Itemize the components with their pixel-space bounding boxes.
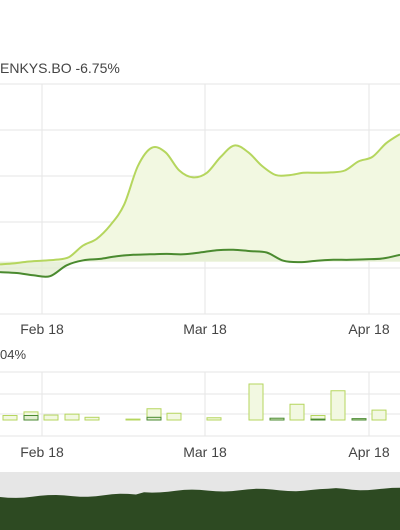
volume-bar	[125, 418, 141, 421]
volume-bar	[269, 417, 285, 421]
x-tick-label: Feb 18	[20, 321, 64, 337]
x-tick-label: Apr 18	[348, 321, 389, 337]
navigator[interactable]	[0, 472, 400, 530]
volume-x-tick-label: Mar 18	[183, 444, 227, 460]
volume-bar	[64, 413, 80, 421]
volume-bar	[146, 416, 162, 421]
volume-legend: 04%	[0, 347, 27, 362]
volume-bar	[43, 414, 59, 421]
volume-bar	[248, 383, 264, 421]
volume-bar	[23, 415, 39, 421]
volume-bar	[2, 415, 18, 421]
series-1-area	[0, 134, 400, 265]
volume-bar	[206, 417, 222, 421]
series-2-line	[0, 248, 400, 278]
volume-bar	[84, 416, 100, 421]
volume-bar	[166, 412, 182, 421]
series-1-line	[0, 133, 400, 266]
series-2-area	[0, 249, 400, 277]
x-tick-label: Mar 18	[183, 321, 227, 337]
volume-plot: Feb 18 Mar 18 Apr 18	[2, 383, 390, 460]
navigator-series	[0, 487, 400, 530]
price-plot: Feb 18 Mar 18 Apr 18	[0, 133, 400, 337]
volume-bar	[351, 418, 367, 421]
volume-bar	[289, 403, 305, 421]
volume-bar	[310, 418, 326, 421]
series-legend: ENKYS.BO -6.75%	[0, 60, 120, 76]
volume-x-tick-label: Apr 18	[348, 444, 389, 460]
volume-bar	[371, 409, 387, 421]
volume-x-tick-label: Feb 18	[20, 444, 64, 460]
volume-bar	[330, 390, 346, 421]
